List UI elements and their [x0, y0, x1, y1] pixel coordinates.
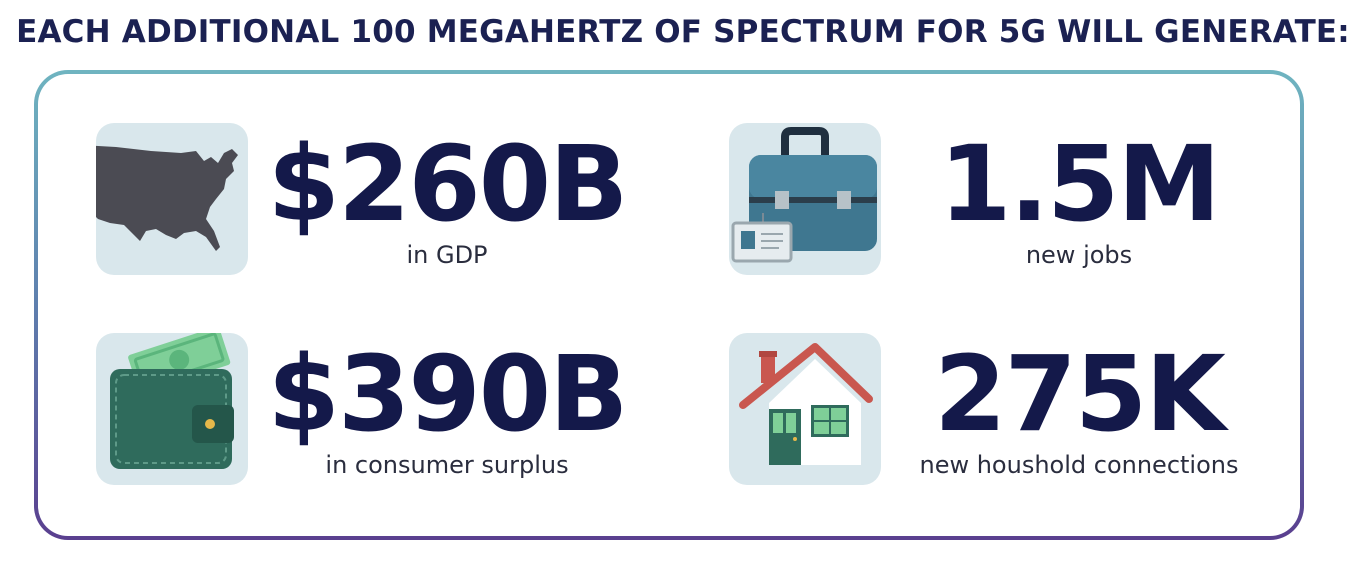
headline: EACH ADDITIONAL 100 MEGAHERTZ OF SPECTRU… [16, 14, 1350, 50]
stat-value-gdp: $260B [267, 123, 629, 245]
stat-label-gdp: in GDP [406, 241, 488, 269]
briefcase-icon [731, 127, 877, 263]
stat-label-surplus: in consumer surplus [325, 451, 569, 479]
stat-label-jobs: new jobs [1025, 241, 1133, 269]
stat-label-connections: new houshold connections [919, 451, 1239, 479]
wallet-icon [110, 333, 234, 469]
usa-map-icon [96, 145, 238, 251]
stat-value-connections: 275K [934, 333, 1226, 455]
stat-value-jobs: 1.5M [939, 123, 1221, 245]
house-icon [739, 343, 873, 465]
stat-value-surplus: $390B [267, 333, 629, 455]
